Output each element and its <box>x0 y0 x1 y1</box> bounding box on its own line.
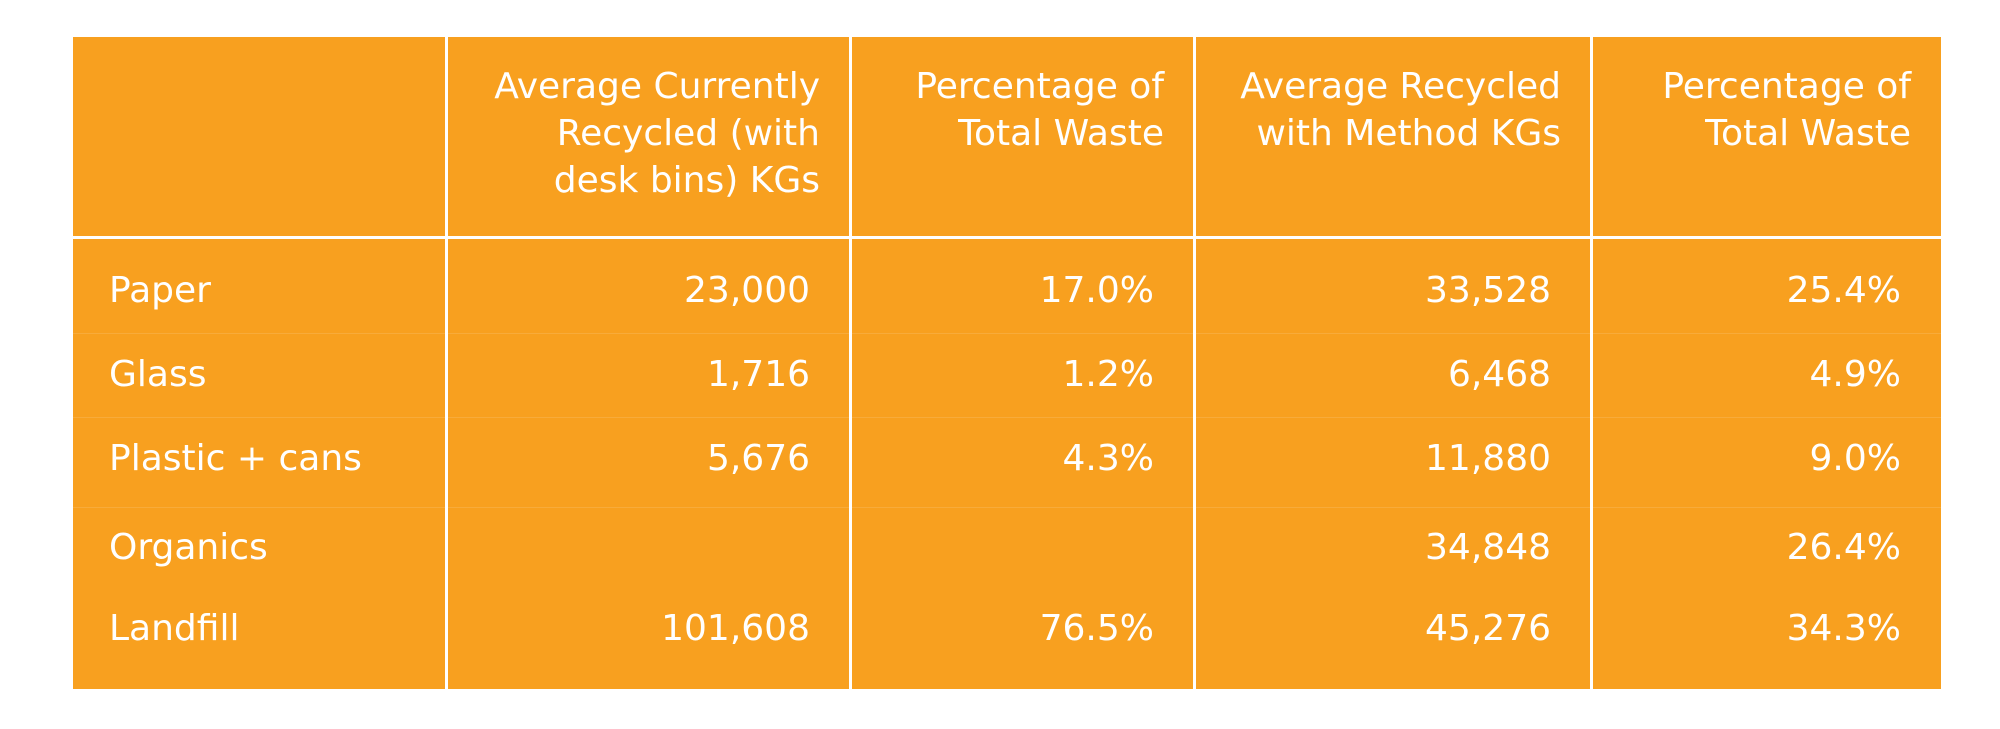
row-divider <box>73 417 1941 418</box>
row-label: Plastic + cans <box>109 438 362 479</box>
header-divider <box>73 236 1941 239</box>
column-divider <box>849 37 852 689</box>
column-header: Average Currently Recycled (with desk bi… <box>494 66 820 201</box>
row-label: Organics <box>109 527 268 568</box>
table-cell: 34,848 <box>1425 527 1551 568</box>
row-label: Paper <box>109 270 211 311</box>
table-cell: 6,468 <box>1447 354 1551 395</box>
table-cell: 5,676 <box>706 438 810 479</box>
table-cell: 9.0% <box>1809 438 1901 479</box>
table-cell: 33,528 <box>1425 270 1551 311</box>
column-divider <box>445 37 448 689</box>
table-cell: 1,716 <box>706 354 810 395</box>
column-divider <box>1193 37 1196 689</box>
table-cell: 25.4% <box>1786 270 1901 311</box>
table-cell: 11,880 <box>1425 438 1551 479</box>
table-cell: 4.9% <box>1809 354 1901 395</box>
table-cell: 1.2% <box>1062 354 1154 395</box>
column-divider <box>1590 37 1593 689</box>
column-header: Average Recycled with Method KGs <box>1240 66 1561 154</box>
table-cell: 17.0% <box>1039 270 1154 311</box>
row-label: Landfill <box>109 608 240 649</box>
table-cell: 76.5% <box>1039 608 1154 649</box>
table-cell: 23,000 <box>684 270 810 311</box>
table-cell: 34.3% <box>1786 608 1901 649</box>
row-label: Glass <box>109 354 207 395</box>
table-cell: 101,608 <box>661 608 810 649</box>
row-divider <box>73 333 1941 334</box>
row-divider <box>73 507 1941 508</box>
table-cell: 45,276 <box>1425 608 1551 649</box>
column-header: Percentage of Total Waste <box>1662 66 1911 154</box>
column-header: Percentage of Total Waste <box>915 66 1164 154</box>
data-table: Average Currently Recycled (with desk bi… <box>73 37 1941 689</box>
table-cell: 4.3% <box>1062 438 1154 479</box>
table-cell: 26.4% <box>1786 527 1901 568</box>
